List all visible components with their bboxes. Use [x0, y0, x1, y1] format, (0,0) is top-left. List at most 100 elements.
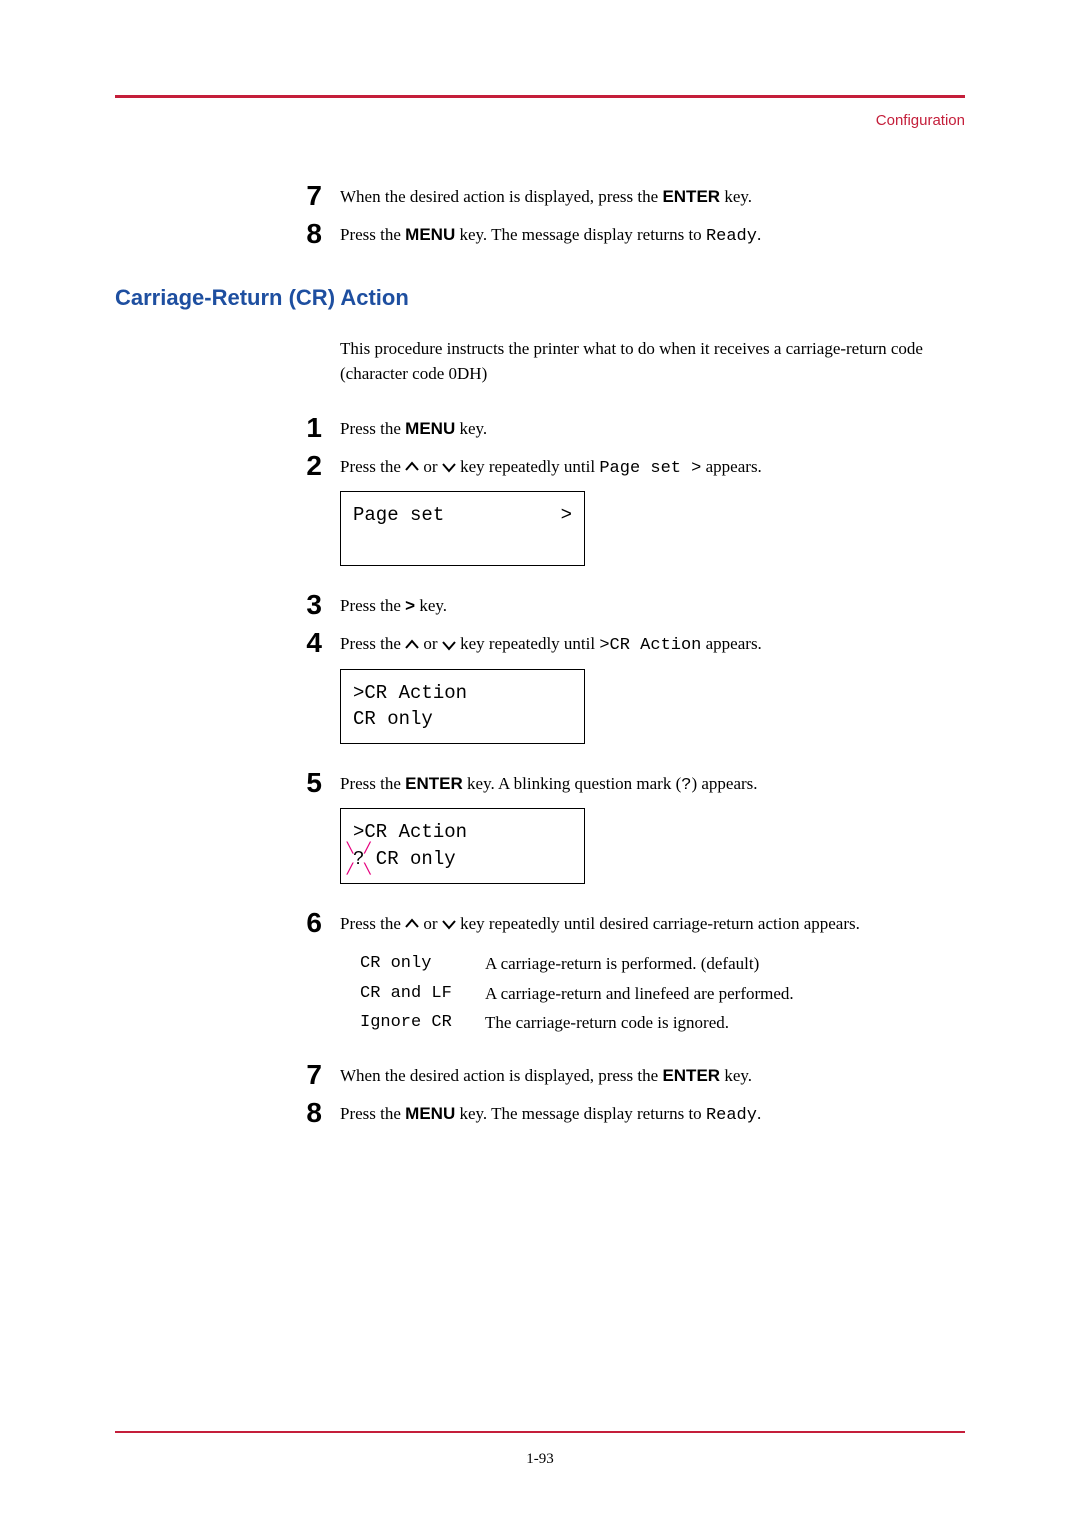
text: key. The message display returns to [455, 225, 706, 244]
text: key. [720, 187, 752, 206]
footer-rule [115, 1431, 965, 1433]
key-name: MENU [405, 1104, 455, 1123]
header-rule [115, 95, 965, 98]
text: Press the [340, 774, 405, 793]
lcd-line: ╲╱╱╲? CR only [353, 846, 572, 873]
lcd-text: CR only [364, 848, 455, 870]
step-number: 6 [290, 907, 340, 1051]
blinking-cursor: ╲╱╱╲? [353, 846, 364, 873]
step-number: 3 [290, 589, 340, 619]
lcd-display: Page set> [340, 491, 585, 566]
step-text: When the desired action is displayed, pr… [340, 180, 965, 210]
step-text: Press the MENU key. The message display … [340, 1097, 965, 1129]
text: Press the [340, 419, 405, 438]
step-text: Press the or key repeatedly until desire… [340, 907, 965, 1051]
lcd-line: >CR Action [353, 680, 572, 707]
option-row: CR only A carriage-return is performed. … [360, 951, 965, 977]
step-text: Press the MENU key. [340, 412, 965, 442]
step-8: 8 Press the MENU key. The message displa… [115, 1097, 965, 1129]
text: or [419, 914, 442, 933]
lcd-line: Page set> [353, 502, 572, 529]
code: Page set > [599, 459, 701, 478]
page-number: 1-93 [0, 1451, 1080, 1468]
text: Press the [340, 1104, 405, 1123]
step-text: Press the or key repeatedly until >CR Ac… [340, 627, 965, 759]
step-text: When the desired action is displayed, pr… [340, 1059, 965, 1089]
option-value: A carriage-return is performed. (default… [485, 951, 965, 977]
spark-icon: ╱ [347, 863, 353, 877]
code: Ready [706, 227, 757, 246]
step-7: 7 When the desired action is displayed, … [115, 1059, 965, 1089]
step-3: 3 Press the > key. [115, 589, 965, 619]
text: or [419, 457, 442, 476]
spark-icon: ╲ [364, 863, 370, 877]
spark-icon: ╱ [364, 842, 370, 856]
text: key. [720, 1066, 752, 1085]
text: key. The message display returns to [455, 1104, 706, 1123]
step-number: 8 [290, 1097, 340, 1129]
step-number: 7 [290, 1059, 340, 1089]
step-6: 6 Press the or key repeatedly until desi… [115, 907, 965, 1051]
text: . [757, 225, 761, 244]
step-text: Press the > key. [340, 589, 965, 619]
step-5: 5 Press the ENTER key. A blinking questi… [115, 767, 965, 899]
code: ? [681, 776, 691, 795]
text: Press the [340, 457, 405, 476]
step-2: 2 Press the or key repeatedly until Page… [115, 450, 965, 582]
key-name: ENTER [662, 187, 720, 206]
down-arrow-icon [442, 916, 456, 933]
text: Press the [340, 596, 405, 615]
text: key repeatedly until [456, 457, 600, 476]
text: When the desired action is displayed, pr… [340, 1066, 662, 1085]
step-number: 4 [290, 627, 340, 759]
up-arrow-icon [405, 916, 419, 933]
key-name: MENU [405, 419, 455, 438]
text: key repeatedly until desired carriage-re… [456, 914, 860, 933]
text: key. [415, 596, 447, 615]
text: key. [455, 419, 487, 438]
text: Press the [340, 225, 405, 244]
key-name: ENTER [662, 1066, 720, 1085]
down-arrow-icon [442, 459, 456, 476]
key-name: > [405, 596, 415, 615]
text: or [419, 634, 442, 653]
option-key: Ignore CR [360, 1010, 485, 1036]
page-content: 7 When the desired action is displayed, … [115, 180, 965, 1136]
lcd-line: CR only [353, 706, 572, 733]
spark-icon: ╲ [347, 842, 353, 856]
text: key repeatedly until [456, 634, 600, 653]
option-value: A carriage-return and linefeed are perfo… [485, 981, 965, 1007]
lcd-display: >CR Action CR only [340, 669, 585, 744]
up-arrow-icon [405, 637, 419, 654]
top-step-7: 7 When the desired action is displayed, … [115, 180, 965, 210]
key-name: MENU [405, 225, 455, 244]
step-text: Press the or key repeatedly until Page s… [340, 450, 965, 582]
step-text: Press the MENU key. The message display … [340, 218, 965, 250]
step-number: 8 [290, 218, 340, 250]
top-step-8: 8 Press the MENU key. The message displa… [115, 218, 965, 250]
text: appears. [701, 634, 761, 653]
text: ) appears. [691, 774, 757, 793]
up-arrow-icon [405, 459, 419, 476]
lcd-line: >CR Action [353, 819, 572, 846]
text: Press the [340, 634, 405, 653]
option-key: CR and LF [360, 981, 485, 1007]
lcd-text: ? [353, 848, 364, 870]
section-intro: This procedure instructs the printer wha… [340, 336, 965, 387]
step-number: 1 [290, 412, 340, 442]
option-row: CR and LF A carriage-return and linefeed… [360, 981, 965, 1007]
lcd-text: > [561, 502, 572, 529]
step-number: 7 [290, 180, 340, 210]
lcd-display: >CR Action ╲╱╱╲? CR only [340, 808, 585, 883]
section-heading: Carriage-Return (CR) Action [115, 285, 965, 311]
step-4: 4 Press the or key repeatedly until >CR … [115, 627, 965, 759]
option-row: Ignore CR The carriage-return code is ig… [360, 1010, 965, 1036]
code: >CR Action [599, 636, 701, 655]
option-value: The carriage-return code is ignored. [485, 1010, 965, 1036]
down-arrow-icon [442, 637, 456, 654]
options-table: CR only A carriage-return is performed. … [360, 951, 965, 1036]
option-key: CR only [360, 951, 485, 977]
step-number: 2 [290, 450, 340, 582]
key-name: ENTER [405, 774, 463, 793]
lcd-line [353, 529, 572, 556]
